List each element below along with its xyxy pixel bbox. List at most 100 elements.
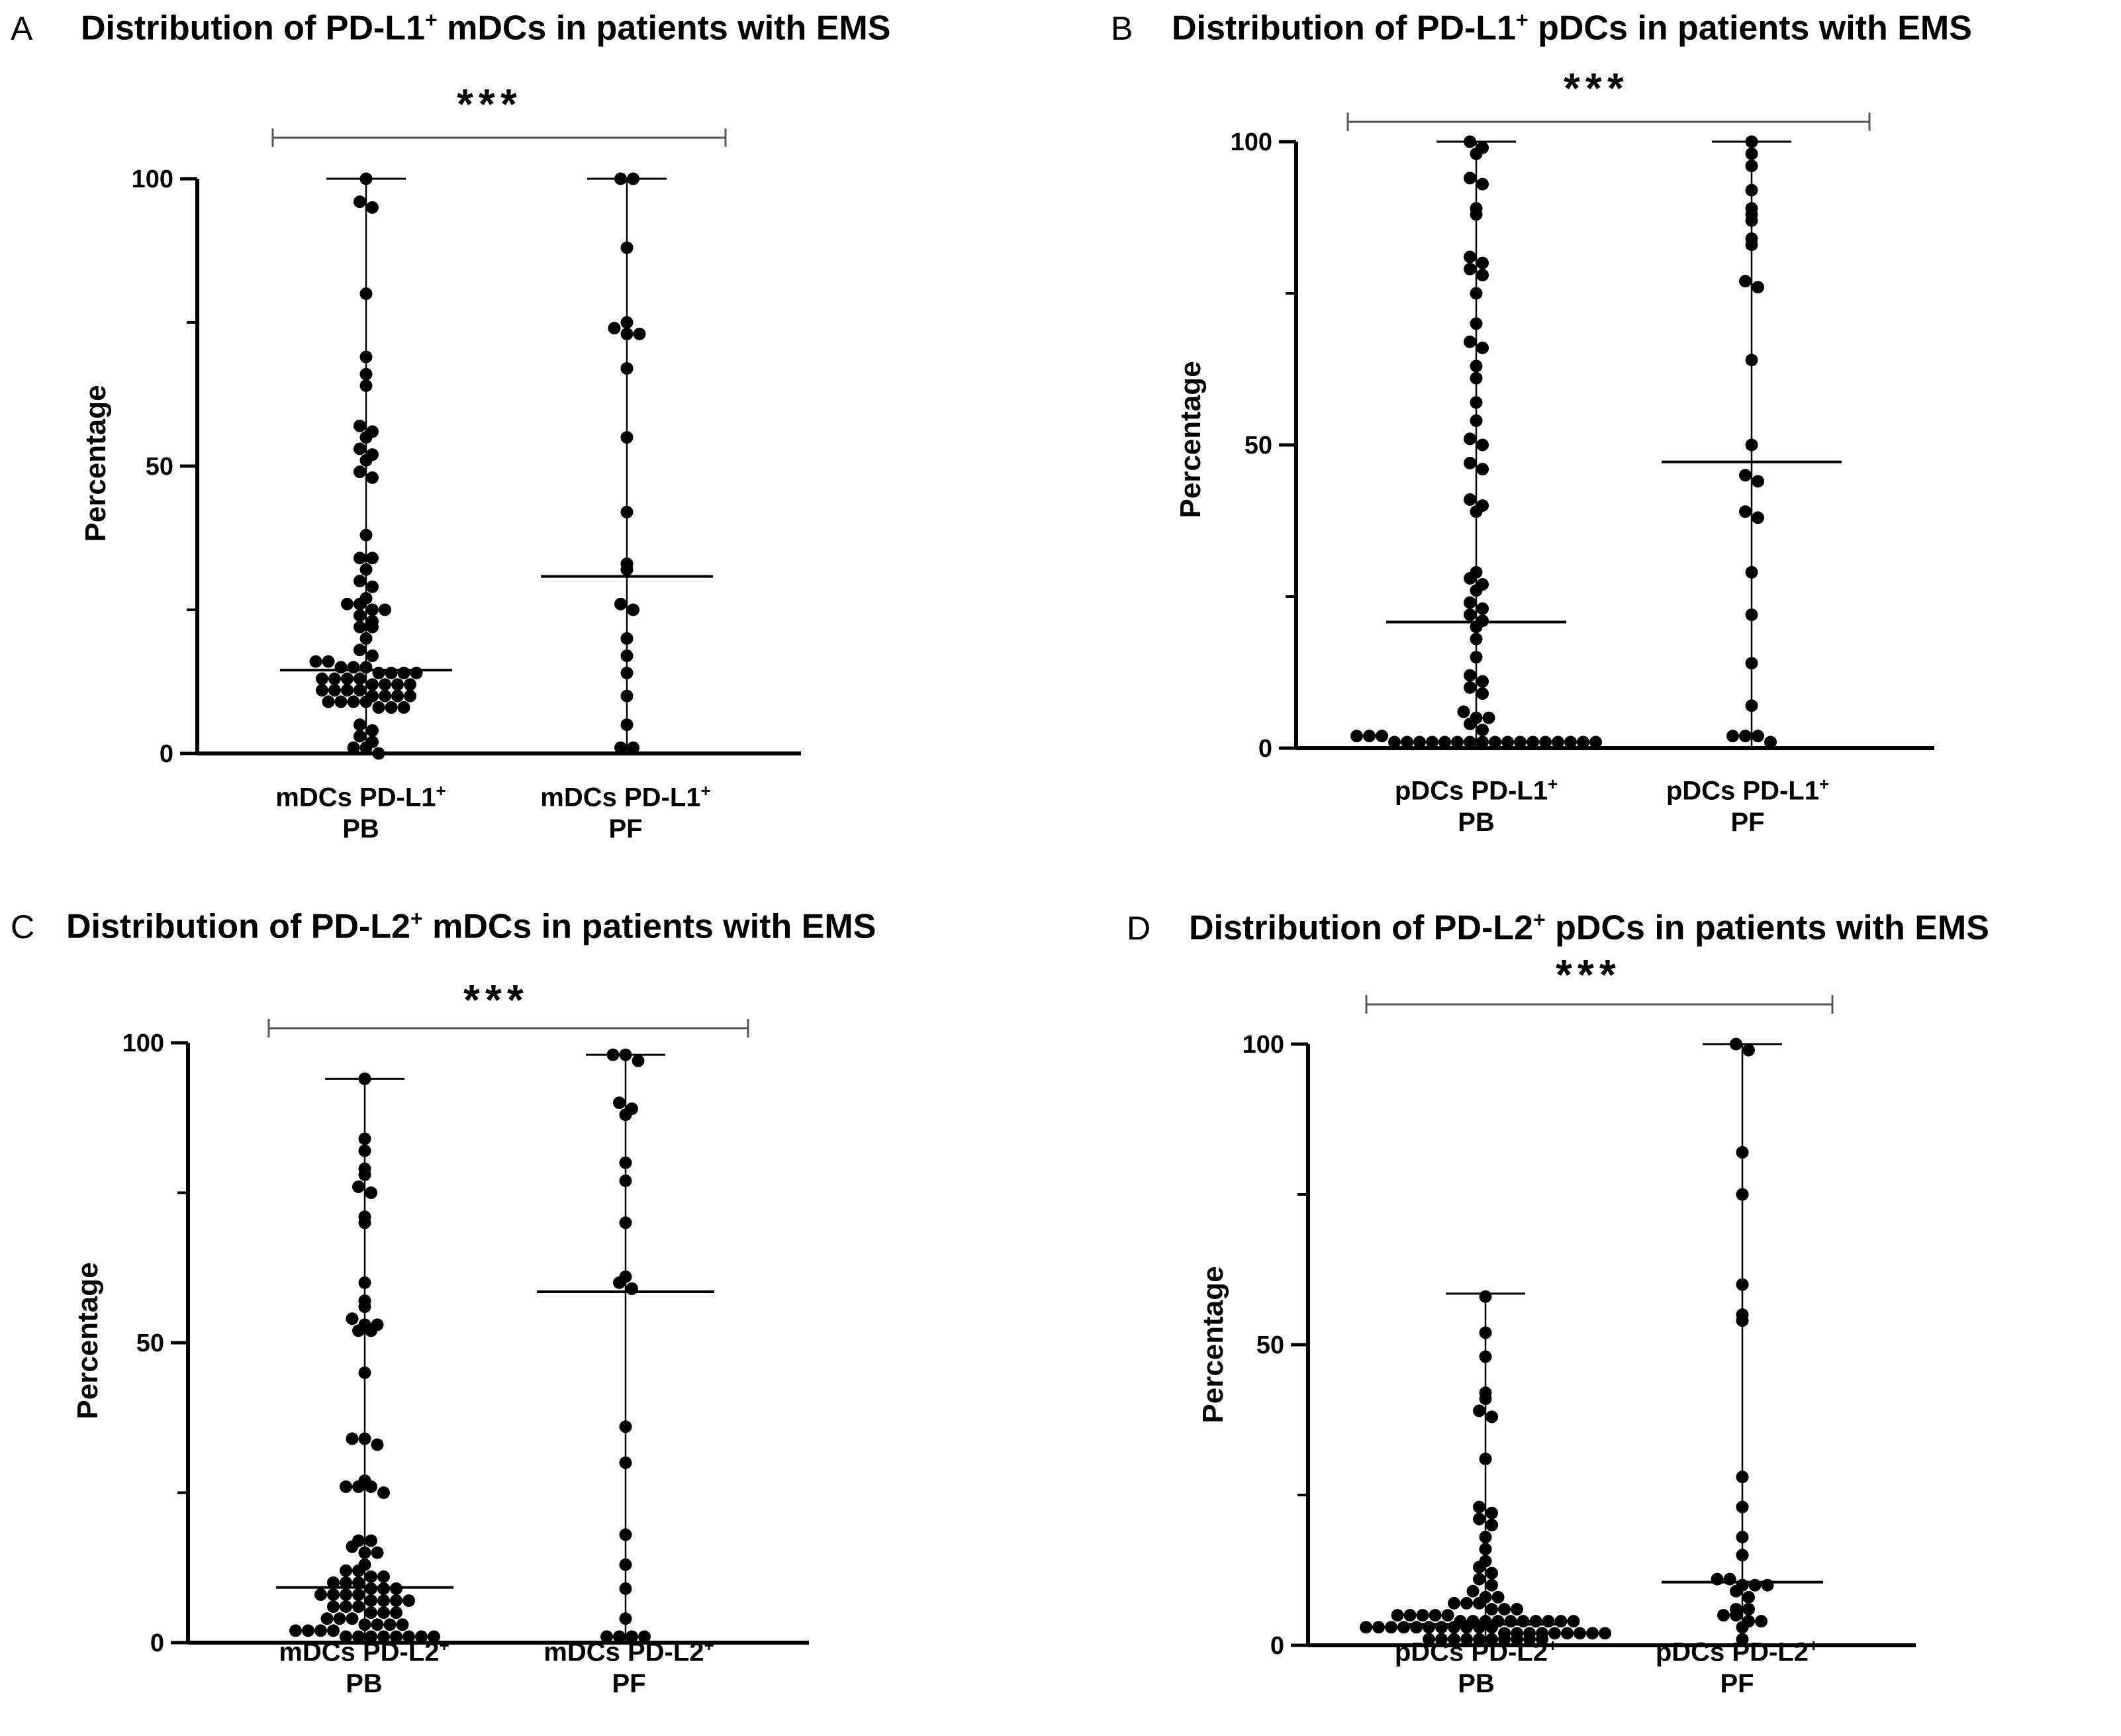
data-point xyxy=(620,431,634,444)
data-point xyxy=(354,552,366,565)
data-point xyxy=(1476,675,1489,688)
data-point xyxy=(410,666,423,679)
data-point xyxy=(1438,736,1451,749)
data-point xyxy=(1752,511,1764,524)
panel-a: A Distribution of PD-L1+ mDCs in patient… xyxy=(0,0,1060,868)
data-point xyxy=(1464,717,1476,730)
panel-title: Distribution of PD-L1+ mDCs in patients … xyxy=(81,8,891,48)
data-point xyxy=(619,1216,632,1230)
data-point xyxy=(365,1324,377,1337)
data-point xyxy=(347,741,360,754)
data-point xyxy=(379,678,391,691)
data-point xyxy=(1536,1633,1548,1646)
data-point xyxy=(1723,1572,1736,1586)
data-point xyxy=(383,1618,397,1631)
y-tick-label: 50 xyxy=(1256,1331,1284,1359)
data-point xyxy=(1726,730,1739,743)
data-point xyxy=(347,661,360,674)
data-point xyxy=(366,620,379,634)
data-point xyxy=(366,580,379,593)
data-point xyxy=(1470,584,1483,597)
data-point xyxy=(1739,275,1752,288)
data-point xyxy=(606,1048,620,1061)
data-point xyxy=(1511,1603,1523,1616)
data-point xyxy=(316,672,328,685)
data-point xyxy=(1736,1531,1749,1544)
data-point xyxy=(1586,1627,1599,1640)
data-point xyxy=(1473,1633,1485,1646)
data-point xyxy=(358,1132,371,1145)
data-point xyxy=(327,1624,340,1637)
data-point xyxy=(1470,620,1483,634)
data-point xyxy=(620,241,634,254)
data-point xyxy=(377,1486,390,1499)
data-point xyxy=(359,367,373,381)
data-point xyxy=(1745,565,1758,579)
data-point xyxy=(1489,736,1501,749)
data-point xyxy=(354,419,366,432)
data-point xyxy=(390,1606,402,1619)
data-point xyxy=(1745,238,1758,252)
data-point xyxy=(619,1108,632,1122)
data-point xyxy=(397,666,410,679)
data-point xyxy=(366,603,379,616)
data-point xyxy=(1730,1609,1742,1622)
category-label-pb: pDCs PD-L2+ PB xyxy=(1394,1635,1558,1699)
data-point xyxy=(397,701,410,714)
data-point xyxy=(359,454,373,467)
data-point xyxy=(396,1618,409,1631)
data-point xyxy=(1363,730,1376,743)
data-point xyxy=(1466,1584,1480,1598)
data-point xyxy=(358,1072,371,1085)
data-point xyxy=(354,644,366,657)
data-point xyxy=(1491,1590,1505,1604)
data-point xyxy=(1485,1410,1498,1423)
data-point xyxy=(1736,1314,1749,1327)
data-point xyxy=(341,684,354,697)
data-point xyxy=(359,563,373,576)
data-point xyxy=(385,666,398,679)
data-point xyxy=(1470,632,1483,646)
category-label-pb: pDCs PD-L1+ PB xyxy=(1394,774,1558,838)
data-point xyxy=(358,1546,371,1559)
data-point xyxy=(1476,724,1489,737)
data-point xyxy=(1554,1615,1568,1628)
data-point xyxy=(359,695,373,708)
data-point xyxy=(1451,736,1464,749)
category-label-pf: mDCs PD-L2+ PF xyxy=(543,1635,714,1699)
data-point xyxy=(358,1168,371,1181)
data-point xyxy=(1470,414,1483,427)
data-point xyxy=(1423,1633,1435,1646)
data-point xyxy=(1473,1561,1485,1574)
data-point xyxy=(346,1432,359,1445)
data-point xyxy=(379,603,391,616)
data-point xyxy=(1745,183,1758,197)
data-point xyxy=(359,528,373,542)
data-point xyxy=(352,1630,365,1643)
data-point xyxy=(1470,317,1483,330)
data-point xyxy=(1470,505,1483,518)
data-point xyxy=(620,327,634,340)
data-point xyxy=(371,1438,384,1451)
data-point xyxy=(1476,256,1489,269)
data-point xyxy=(365,1534,377,1547)
data-point xyxy=(1529,1615,1542,1628)
data-point xyxy=(1761,1578,1774,1592)
data-point xyxy=(352,1324,365,1337)
plot-area: 0 50 100 xyxy=(1231,113,1934,763)
data-point xyxy=(1464,736,1476,749)
data-point xyxy=(1448,1596,1460,1610)
data-point xyxy=(1511,1633,1523,1646)
data-point xyxy=(1464,572,1476,585)
data-point xyxy=(340,1600,352,1614)
data-point xyxy=(1748,1578,1762,1592)
data-point xyxy=(1479,1392,1492,1406)
data-point xyxy=(1745,214,1758,227)
data-point xyxy=(1589,736,1602,749)
data-point xyxy=(415,1630,428,1643)
data-point xyxy=(1736,1471,1749,1484)
data-point xyxy=(340,1588,352,1602)
category-label-pf: pDCs PD-L1+ PF xyxy=(1666,774,1830,838)
data-point xyxy=(358,1366,371,1379)
data-point xyxy=(391,678,404,691)
